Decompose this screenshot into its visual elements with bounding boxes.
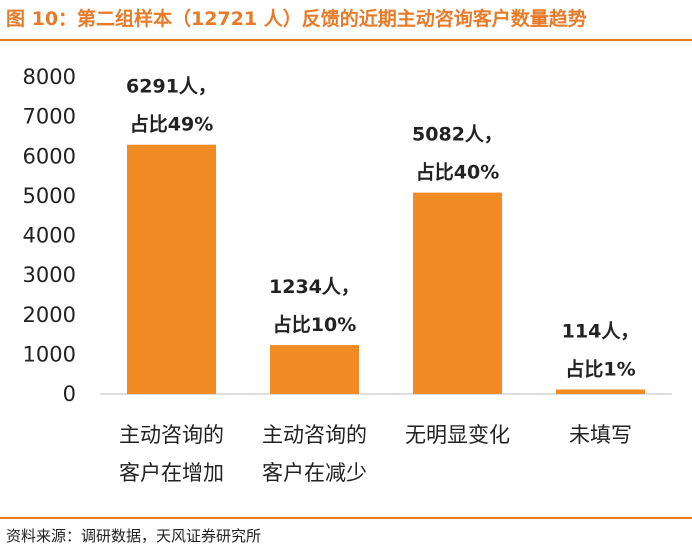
data-label: 占比40%	[416, 161, 499, 184]
source-divider	[0, 517, 692, 519]
title-divider	[0, 39, 692, 41]
y-tick-label: 2000	[23, 303, 76, 327]
y-tick-label: 3000	[23, 263, 76, 287]
y-tick-label: 7000	[23, 105, 76, 129]
data-label: 114人，	[562, 320, 640, 342]
y-tick-label: 0	[63, 382, 76, 406]
bar	[127, 144, 216, 394]
figure-title: 图 10：第二组样本（12721 人）反馈的近期主动咨询客户数量趋势	[6, 8, 587, 30]
category-label: 主动咨询的	[262, 423, 367, 447]
category-label: 主动咨询的	[119, 423, 224, 447]
bar	[413, 192, 502, 394]
bar	[556, 389, 645, 394]
category-label: 客户在增加	[119, 461, 224, 485]
source-note: 资料来源：调研数据，天风证券研究所	[6, 527, 262, 545]
data-label: 占比10%	[273, 313, 356, 336]
data-label: 5082人，	[412, 124, 503, 146]
y-tick-label: 6000	[23, 144, 76, 168]
data-label: 占比49%	[130, 113, 213, 136]
y-tick-label: 8000	[23, 65, 76, 89]
y-tick-label: 4000	[23, 224, 76, 248]
data-label: 占比1%	[565, 357, 635, 380]
data-label: 6291人，	[126, 76, 217, 98]
bar	[270, 345, 359, 394]
category-label: 客户在减少	[262, 461, 367, 485]
category-label: 未填写	[569, 423, 632, 447]
y-tick-label: 5000	[23, 184, 76, 208]
y-tick-label: 1000	[23, 342, 76, 366]
category-label: 无明显变化	[405, 423, 510, 447]
data-label: 1234人，	[269, 276, 360, 298]
